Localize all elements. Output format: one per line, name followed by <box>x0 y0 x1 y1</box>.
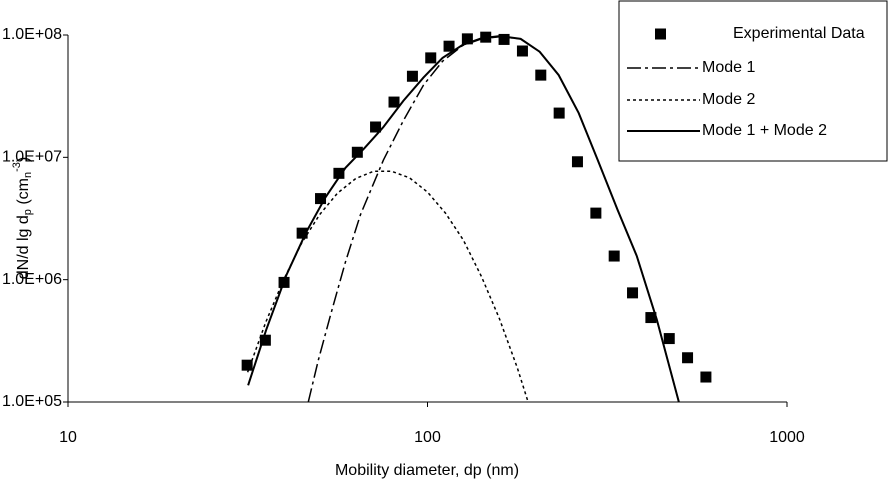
data-point <box>553 107 565 119</box>
y-tick-label: 1.0E+08 <box>2 26 62 43</box>
data-point <box>296 227 308 239</box>
data-point <box>535 69 547 81</box>
legend-label: Experimental Data <box>733 25 865 42</box>
data-point <box>370 121 382 133</box>
data-point <box>480 31 492 43</box>
series-line <box>246 170 529 402</box>
data-point <box>608 250 620 262</box>
y-tick-label: 1.0E+06 <box>2 271 62 288</box>
legend-marker <box>655 28 666 40</box>
legend: Experimental Data Mode 1 Mode 2 Mode 1 + Mo… <box>618 0 888 162</box>
data-point <box>700 371 712 383</box>
data-point <box>259 334 271 346</box>
y-axis-label-part: dN/d lg d <box>15 215 32 279</box>
data-point <box>461 33 473 45</box>
data-point <box>315 193 327 205</box>
data-point <box>663 333 675 345</box>
data-point <box>425 52 437 64</box>
y-axis-label-part: ) <box>15 157 32 162</box>
y-tick-label: 1.0E+07 <box>2 149 62 166</box>
data-point <box>443 40 455 52</box>
y-axis-label-part: -3 <box>11 162 23 172</box>
legend-label: Mode 2 <box>702 91 755 108</box>
data-point <box>241 359 253 371</box>
y-tick-label: 1.0E+05 <box>2 393 62 410</box>
legend-label: Mode 1 <box>702 59 755 76</box>
data-point <box>498 33 510 45</box>
data-point <box>351 146 363 158</box>
data-point <box>333 167 345 179</box>
x-axis-label: Mobility diameter, dp (nm) <box>335 462 519 479</box>
y-axis-label-part: p <box>22 209 34 215</box>
plot-area <box>246 35 680 402</box>
data-point <box>278 276 290 288</box>
y-axis-label-part: (cm <box>15 178 32 209</box>
data-point <box>590 207 602 219</box>
legend-label: Mode 1 + Mode 2 <box>702 122 827 139</box>
data-point <box>682 352 694 364</box>
data-point <box>516 45 528 57</box>
data-point <box>406 70 418 82</box>
y-axis-label-part: n <box>22 172 34 178</box>
x-tick-label: 100 <box>414 429 441 446</box>
series-line <box>247 35 680 402</box>
data-point <box>388 96 400 108</box>
data-point <box>571 156 583 168</box>
x-tick-label: 10 <box>59 429 77 446</box>
data-point <box>645 312 657 324</box>
data-point <box>627 287 639 299</box>
y-axis-label: dN/d lg dp (cmn-3) <box>11 157 34 280</box>
x-tick-label: 1000 <box>769 429 805 446</box>
points <box>241 31 712 383</box>
legend-box <box>618 0 888 162</box>
